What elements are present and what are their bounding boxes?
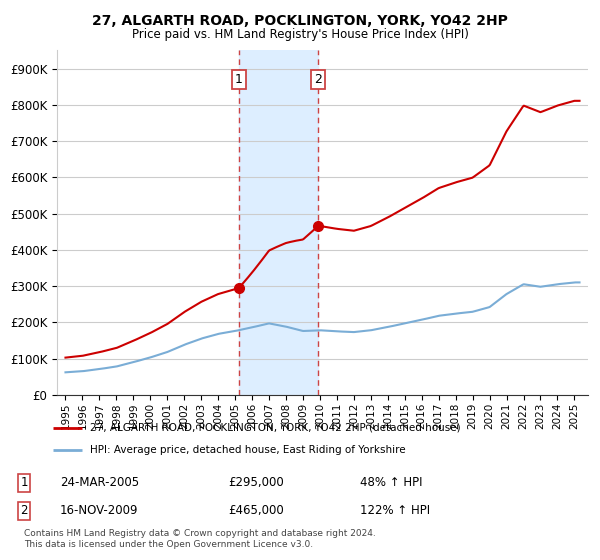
Text: 1: 1 [235,73,243,86]
Text: 24-MAR-2005: 24-MAR-2005 [60,476,139,489]
Text: 48% ↑ HPI: 48% ↑ HPI [360,476,422,489]
Text: Contains HM Land Registry data © Crown copyright and database right 2024.
This d: Contains HM Land Registry data © Crown c… [24,529,376,549]
Text: 1: 1 [20,476,28,489]
Text: 16-NOV-2009: 16-NOV-2009 [60,504,139,517]
Text: 27, ALGARTH ROAD, POCKLINGTON, YORK, YO42 2HP: 27, ALGARTH ROAD, POCKLINGTON, YORK, YO4… [92,14,508,28]
Bar [239,50,318,395]
Text: HPI: Average price, detached house, East Riding of Yorkshire: HPI: Average price, detached house, East… [89,445,405,455]
Text: 2: 2 [20,504,28,517]
Text: £465,000: £465,000 [228,504,284,517]
Text: 27, ALGARTH ROAD, POCKLINGTON, YORK, YO42 2HP (detached house): 27, ALGARTH ROAD, POCKLINGTON, YORK, YO4… [89,423,460,433]
Text: 122% ↑ HPI: 122% ↑ HPI [360,504,430,517]
Text: 2: 2 [314,73,322,86]
Text: Price paid vs. HM Land Registry's House Price Index (HPI): Price paid vs. HM Land Registry's House … [131,28,469,41]
Text: £295,000: £295,000 [228,476,284,489]
